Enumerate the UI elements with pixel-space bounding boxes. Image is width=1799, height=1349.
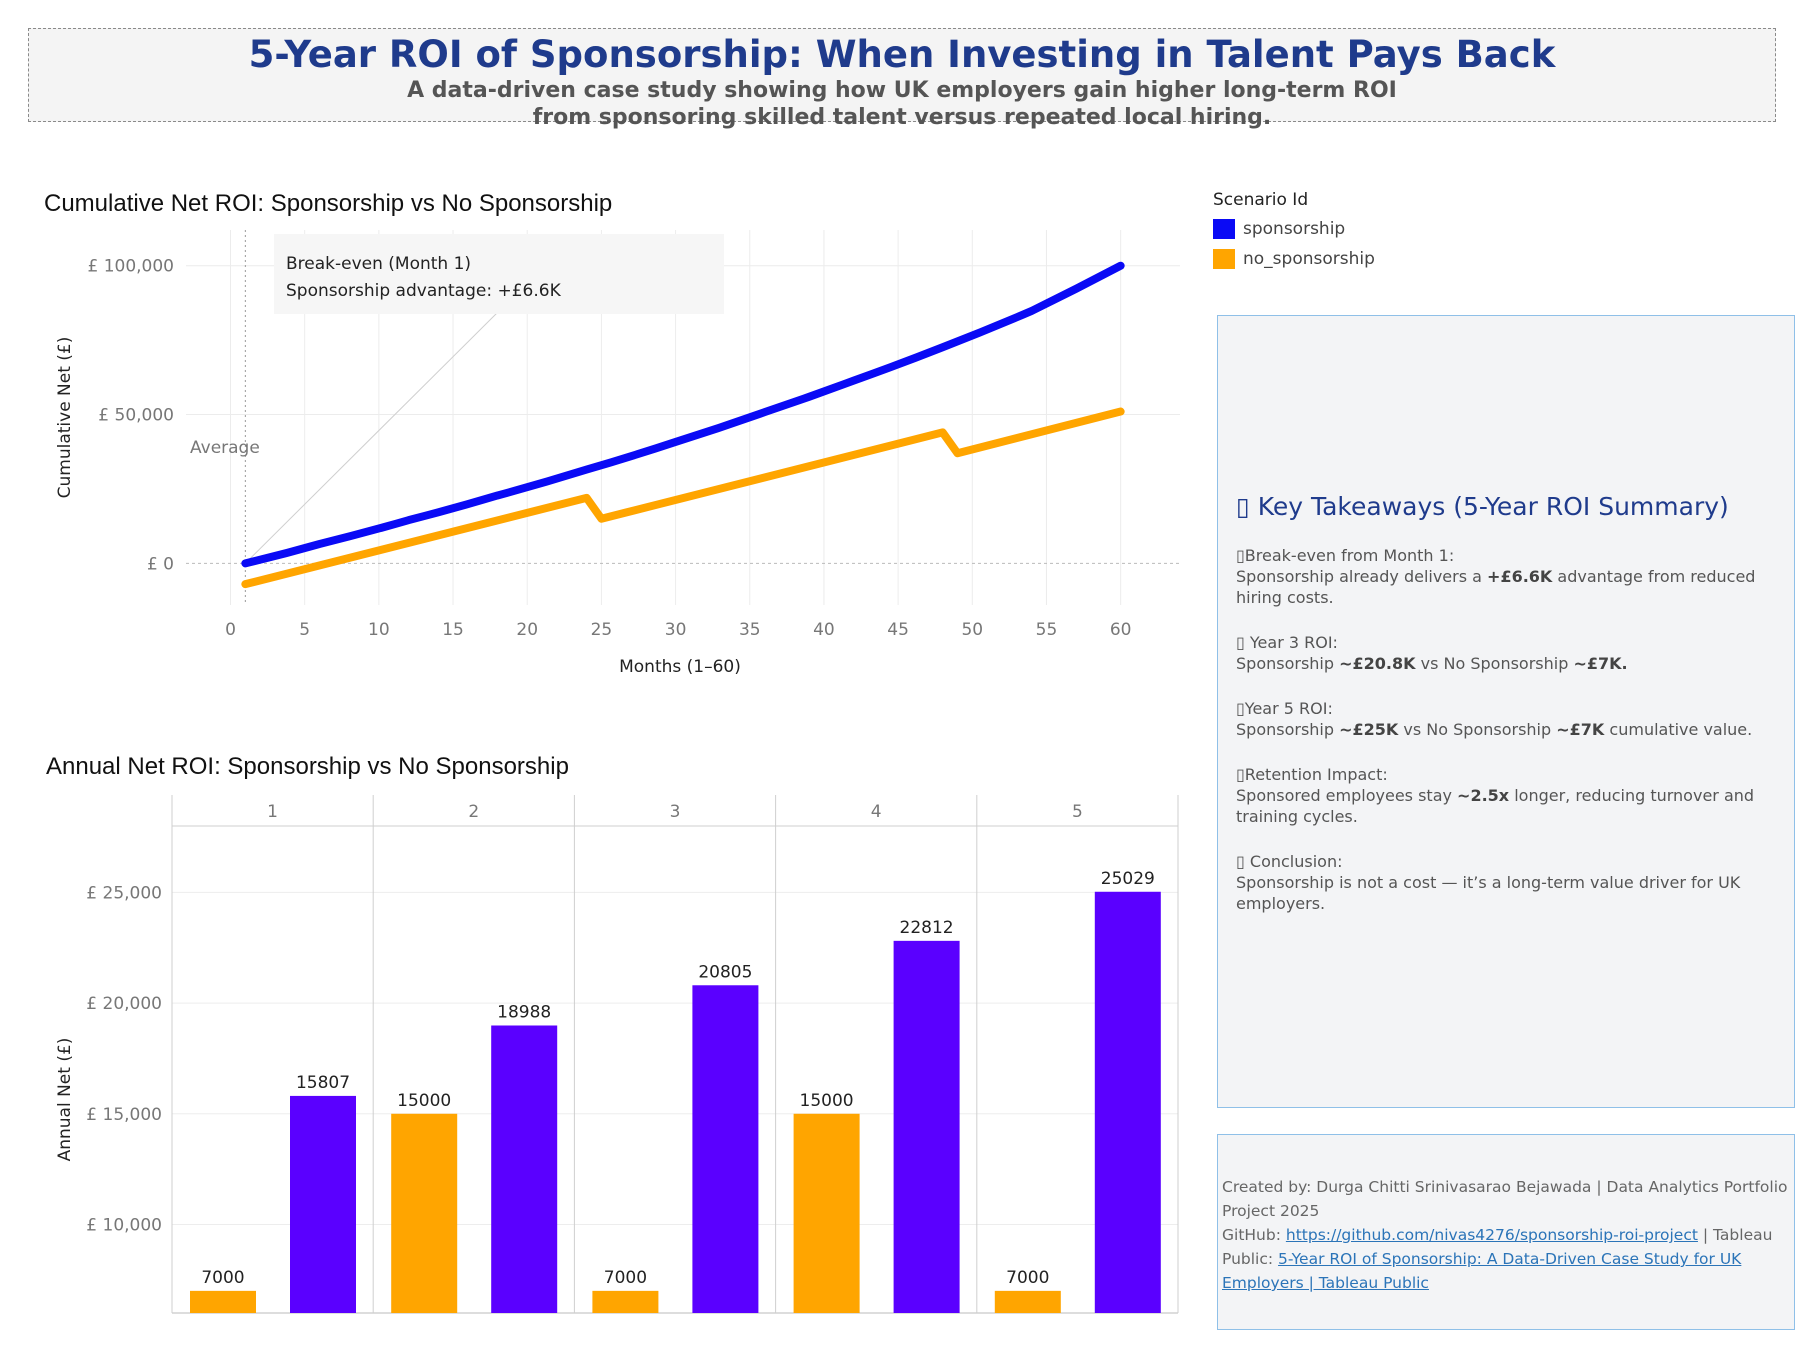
annotation-connector [244, 309, 501, 564]
legend-swatch-sponsorship [1213, 219, 1235, 239]
y-tick-label: £ 25,000 [86, 883, 162, 903]
dashboard-subtitle-line1: A data-driven case study showing how UK … [407, 78, 1397, 103]
bar-no-sponsorship [592, 1290, 659, 1313]
bar-data-label: 7000 [201, 1268, 244, 1288]
series-line-sponsorship [241, 261, 1125, 568]
y-tick-label: £ 15,000 [86, 1105, 162, 1125]
y-tick-label: £ 100,000 [87, 257, 174, 277]
average-label: Average [190, 438, 260, 458]
credits-panel: Created by: Durga Chitti Srinivasarao Be… [1217, 1134, 1795, 1330]
takeaway-body: Sponsorship already delivers a +£6.6K ad… [1236, 567, 1756, 607]
key-takeaways-panel: ▯ Key Takeaways (5-Year ROI Summary) ▯Br… [1217, 315, 1795, 1108]
bar-data-label: 18988 [497, 1002, 551, 1022]
x-tick-label: 25 [591, 620, 613, 640]
key-takeaways-title: ▯ Key Takeaways (5-Year ROI Summary) [1236, 492, 1729, 521]
credits-github-label: GitHub: [1222, 1226, 1286, 1244]
bar-no-sponsorship [994, 1290, 1061, 1313]
legend-label: sponsorship [1243, 219, 1346, 239]
takeaway-item: ▯ Year 3 ROI: Sponsorship ~£20.8K vs No S… [1236, 632, 1776, 674]
year-panel-header: 1 [267, 802, 278, 822]
bar-sponsorship [491, 1025, 558, 1313]
bar-data-label: 20805 [698, 962, 752, 982]
takeaway-item: ▯ Conclusion: Sponsorship is not a cost —… [1236, 851, 1776, 914]
annotation-box [274, 234, 724, 314]
bar-data-label: 7000 [1006, 1268, 1049, 1288]
bar-data-label: 15000 [800, 1091, 854, 1111]
takeaway-heading: ▯ Year 3 ROI: [1236, 633, 1338, 652]
takeaway-heading: ▯ Conclusion: [1236, 852, 1343, 871]
takeaway-item: ▯Retention Impact: Sponsored employees st… [1236, 764, 1776, 827]
x-tick-label: 60 [1110, 620, 1132, 640]
x-axis-label: Months (1–60) [619, 657, 741, 677]
y-tick-label: £ 50,000 [98, 406, 174, 426]
bar-data-label: 7000 [604, 1268, 647, 1288]
y-axis-label: Cumulative Net (£) [55, 337, 75, 499]
bar-chart-title: Annual Net ROI: Sponsorship vs No Sponso… [46, 753, 569, 780]
year-panel-header: 4 [871, 802, 882, 822]
bar-sponsorship [290, 1095, 356, 1313]
x-tick-label: 20 [516, 620, 538, 640]
bar-data-label: 15000 [397, 1091, 451, 1111]
takeaway-heading: ▯Retention Impact: [1236, 765, 1388, 784]
year-panel-header: 2 [468, 802, 479, 822]
x-tick-label: 5 [299, 620, 310, 640]
legend: Scenario Id sponsorship no_sponsorship [1213, 190, 1375, 274]
bar-data-label: 22812 [900, 918, 954, 938]
series-line-no-sponsorship [241, 407, 1125, 589]
legend-label: no_sponsorship [1243, 249, 1375, 269]
x-tick-label: 0 [225, 620, 236, 640]
credits-tableau-label: | Tableau Public: [1222, 1226, 1773, 1268]
x-tick-label: 30 [665, 620, 687, 640]
x-tick-label: 15 [442, 620, 464, 640]
y-tick-label: £ 10,000 [86, 1215, 162, 1235]
credits-author: Created by: Durga Chitti Srinivasarao Be… [1222, 1178, 1788, 1220]
legend-title: Scenario Id [1213, 190, 1309, 210]
bar-sponsorship [692, 985, 759, 1313]
bar-no-sponsorship [793, 1113, 860, 1313]
bar-sponsorship [1094, 891, 1161, 1313]
takeaway-heading: ▯Year 5 ROI: [1236, 699, 1333, 718]
dashboard-title: 5-Year ROI of Sponsorship: When Investin… [248, 33, 1556, 76]
year-panel-header: 3 [670, 802, 681, 822]
y-tick-label: £ 20,000 [86, 994, 162, 1014]
y-axis-label: Annual Net (£) [55, 1038, 75, 1162]
line-chart-title: Cumulative Net ROI: Sponsorship vs No Sp… [44, 190, 613, 217]
x-tick-label: 45 [887, 620, 909, 640]
x-tick-label: 35 [739, 620, 761, 640]
x-tick-label: 10 [368, 620, 390, 640]
y-tick-label: £ 0 [147, 554, 174, 574]
bar-sponsorship [893, 940, 960, 1313]
annual-roi-bar-chart[interactable]: £ 10,000 £ 15,000 £ 20,000 £ 25,000 1 7000 158… [0, 790, 1200, 1320]
takeaway-body: Sponsorship ~£25K vs No Sponsorship ~£7K… [1236, 720, 1753, 739]
bar-data-label: 15807 [296, 1073, 350, 1093]
bar-no-sponsorship [190, 1290, 256, 1313]
x-tick-label: 50 [961, 620, 983, 640]
cumulative-roi-line-chart[interactable]: £ 0 £ 50,000 £ 100,000 0 5 10 15 20 25 30 35 40 45 50… [0, 225, 1200, 685]
dashboard-header: 5-Year ROI of Sponsorship: When Investin… [28, 28, 1776, 130]
legend-swatch-no-sponsorship [1213, 249, 1235, 269]
takeaway-body: Sponsorship is not a cost — it’s a long-… [1236, 873, 1741, 913]
year-panel-header: 5 [1072, 802, 1083, 822]
bar-no-sponsorship [391, 1113, 458, 1313]
takeaway-item: ▯Break-even from Month 1: Sponsorship alr… [1236, 545, 1776, 608]
x-tick-label: 40 [813, 620, 835, 640]
takeaway-item: ▯Year 5 ROI: Sponsorship ~£25K vs No Spon… [1236, 698, 1776, 740]
legend-item-no-sponsorship[interactable]: no_sponsorship [1213, 244, 1375, 274]
dashboard-subtitle-line2: from sponsoring skilled talent versus re… [532, 105, 1272, 130]
bar-data-label: 25029 [1101, 869, 1155, 889]
legend-item-sponsorship[interactable]: sponsorship [1213, 214, 1375, 244]
annotation-line2: Sponsorship advantage: +£6.6K [286, 281, 562, 301]
takeaway-heading: ▯Break-even from Month 1: [1236, 546, 1455, 565]
takeaway-body: Sponsored employees stay ~2.5x longer, r… [1236, 786, 1755, 826]
annotation-line1: Break-even (Month 1) [286, 254, 471, 274]
tableau-public-link[interactable]: 5-Year ROI of Sponsorship: A Data-Driven… [1222, 1250, 1742, 1292]
github-link[interactable]: https://github.com/nivas4276/sponsorship… [1285, 1226, 1698, 1244]
takeaway-body: Sponsorship ~£20.8K vs No Sponsorship ~£… [1236, 654, 1628, 673]
x-tick-label: 55 [1036, 620, 1058, 640]
